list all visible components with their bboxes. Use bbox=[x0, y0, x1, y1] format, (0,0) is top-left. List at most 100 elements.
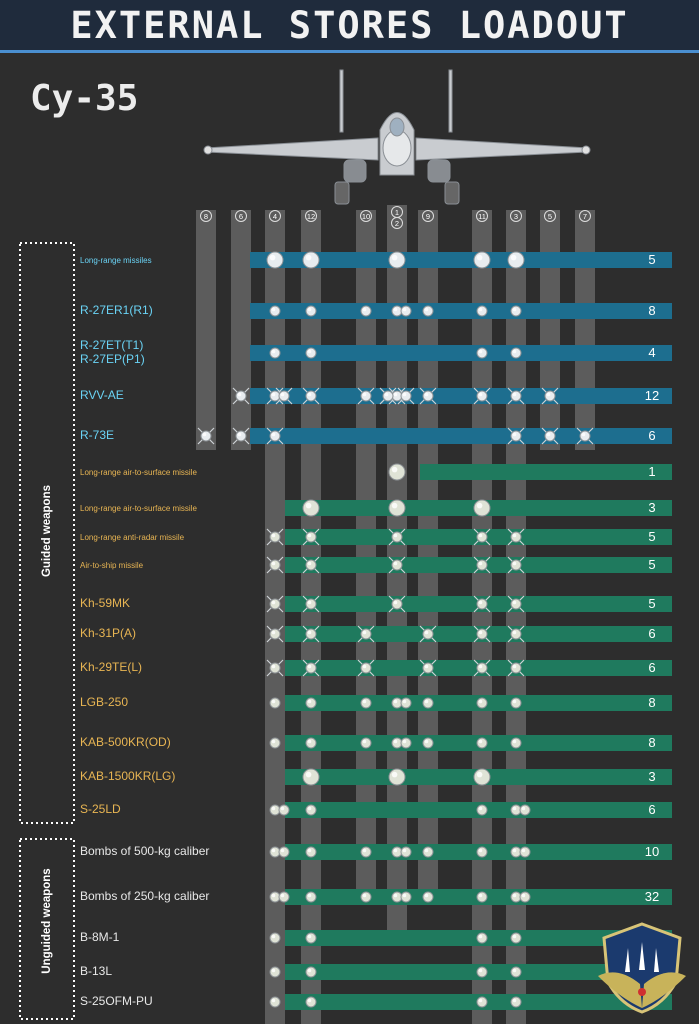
store-highlight bbox=[307, 968, 312, 973]
weapon-label: Long-range air-to-surface missile bbox=[80, 466, 197, 480]
store-icon bbox=[305, 932, 317, 944]
store-highlight bbox=[280, 893, 285, 898]
weapon-name: Long-range air-to-surface missile bbox=[80, 504, 197, 513]
store-highlight bbox=[424, 392, 429, 397]
weapon-name: RVV-AE bbox=[80, 388, 124, 402]
store-highlight bbox=[424, 739, 429, 744]
header-bar: EXTERNAL STORES LOADOUT bbox=[0, 0, 699, 53]
unguided-weapons-label: Unguided weapons bbox=[41, 868, 53, 974]
weapon-name: Kh-59MK bbox=[80, 596, 131, 610]
store-highlight bbox=[362, 392, 367, 397]
weapon-label: R-27ER1(R1) bbox=[80, 303, 153, 317]
weapon-name: Kh-29TE(L) bbox=[80, 660, 143, 674]
store-highlight bbox=[478, 699, 483, 704]
store-icon bbox=[360, 305, 372, 317]
store-icon bbox=[510, 390, 522, 402]
store-icon bbox=[422, 662, 434, 674]
store-highlight bbox=[393, 739, 398, 744]
weapon-label: S-25OFM-PU bbox=[80, 994, 153, 1008]
store-icon bbox=[269, 697, 281, 709]
weapon-name: Kh-31P(A) bbox=[80, 626, 137, 640]
store-icon bbox=[305, 347, 317, 359]
store-icon bbox=[510, 347, 522, 359]
store-highlight bbox=[512, 739, 517, 744]
store-highlight bbox=[512, 349, 517, 354]
store-icon bbox=[269, 598, 281, 610]
store-highlight bbox=[478, 307, 483, 312]
store-highlight bbox=[478, 533, 483, 538]
store-icon bbox=[269, 531, 281, 543]
store-highlight bbox=[307, 349, 312, 354]
station-number: 4 bbox=[273, 212, 277, 221]
store-icon bbox=[422, 305, 434, 317]
weapon-name: Bombs of 500-kg caliber bbox=[80, 844, 210, 858]
weapon-count: 12 bbox=[644, 388, 660, 403]
weapon-count: 8 bbox=[648, 303, 656, 318]
store-highlight bbox=[391, 502, 398, 509]
store-icon bbox=[422, 628, 434, 640]
weapon-row-bar bbox=[250, 252, 672, 268]
weapon-count: 3 bbox=[648, 769, 656, 784]
store-highlight bbox=[478, 664, 483, 669]
store-icon bbox=[305, 662, 317, 674]
store-highlight bbox=[512, 561, 517, 566]
station-number: 7 bbox=[583, 212, 587, 221]
pylon-station bbox=[231, 210, 251, 450]
store-icon bbox=[510, 430, 522, 442]
store-icon bbox=[476, 737, 488, 749]
store-highlight bbox=[393, 561, 398, 566]
store-highlight bbox=[478, 739, 483, 744]
store-icon bbox=[476, 347, 488, 359]
station-number: 3 bbox=[514, 212, 518, 221]
store-highlight bbox=[581, 432, 586, 437]
weapon-count: 5 bbox=[648, 557, 656, 572]
pylon-station bbox=[506, 210, 526, 1024]
weapon-count: 8 bbox=[648, 735, 656, 750]
weapon-count: 6 bbox=[648, 428, 656, 443]
store-highlight bbox=[512, 600, 517, 605]
store-icon bbox=[305, 628, 317, 640]
store-highlight bbox=[402, 392, 407, 397]
pylon-station bbox=[540, 210, 560, 450]
store-highlight bbox=[305, 502, 312, 509]
store-icon bbox=[360, 662, 372, 674]
store-icon bbox=[510, 305, 522, 317]
store-icon bbox=[266, 251, 284, 269]
store-icon bbox=[510, 598, 522, 610]
station-number: 6 bbox=[239, 212, 243, 221]
station-marker bbox=[200, 210, 212, 222]
store-highlight bbox=[271, 307, 276, 312]
weapon-count: 32 bbox=[644, 889, 660, 904]
store-highlight bbox=[512, 307, 517, 312]
store-icon bbox=[476, 531, 488, 543]
store-icon bbox=[400, 737, 412, 749]
store-icon bbox=[476, 966, 488, 978]
store-highlight bbox=[424, 699, 429, 704]
store-highlight bbox=[521, 806, 526, 811]
station-marker bbox=[305, 210, 317, 222]
weapon-label: B-13L bbox=[80, 964, 112, 978]
store-highlight bbox=[512, 806, 517, 811]
store-icon bbox=[476, 996, 488, 1008]
weapon-label: Long-range air-to-surface missile bbox=[80, 502, 197, 516]
station-number: 2 bbox=[395, 219, 399, 228]
weapon-name: B-13L bbox=[80, 964, 113, 978]
weapon-label: Long-range anti-radar missile bbox=[80, 531, 184, 545]
pylon-station bbox=[265, 210, 285, 1024]
station-marker bbox=[391, 217, 403, 229]
weapon-count: 1 bbox=[648, 464, 656, 479]
store-icon bbox=[544, 390, 556, 402]
store-icon bbox=[302, 768, 320, 786]
store-icon bbox=[200, 430, 212, 442]
pylon-station bbox=[301, 210, 321, 1024]
store-icon bbox=[476, 697, 488, 709]
store-highlight bbox=[362, 848, 367, 853]
guided-group-bracket bbox=[19, 242, 75, 824]
store-highlight bbox=[393, 893, 398, 898]
store-icon bbox=[269, 305, 281, 317]
store-highlight bbox=[271, 934, 276, 939]
station-marker bbox=[269, 210, 281, 222]
weapon-count: 5 bbox=[648, 252, 656, 267]
store-icon bbox=[400, 697, 412, 709]
store-highlight bbox=[424, 630, 429, 635]
